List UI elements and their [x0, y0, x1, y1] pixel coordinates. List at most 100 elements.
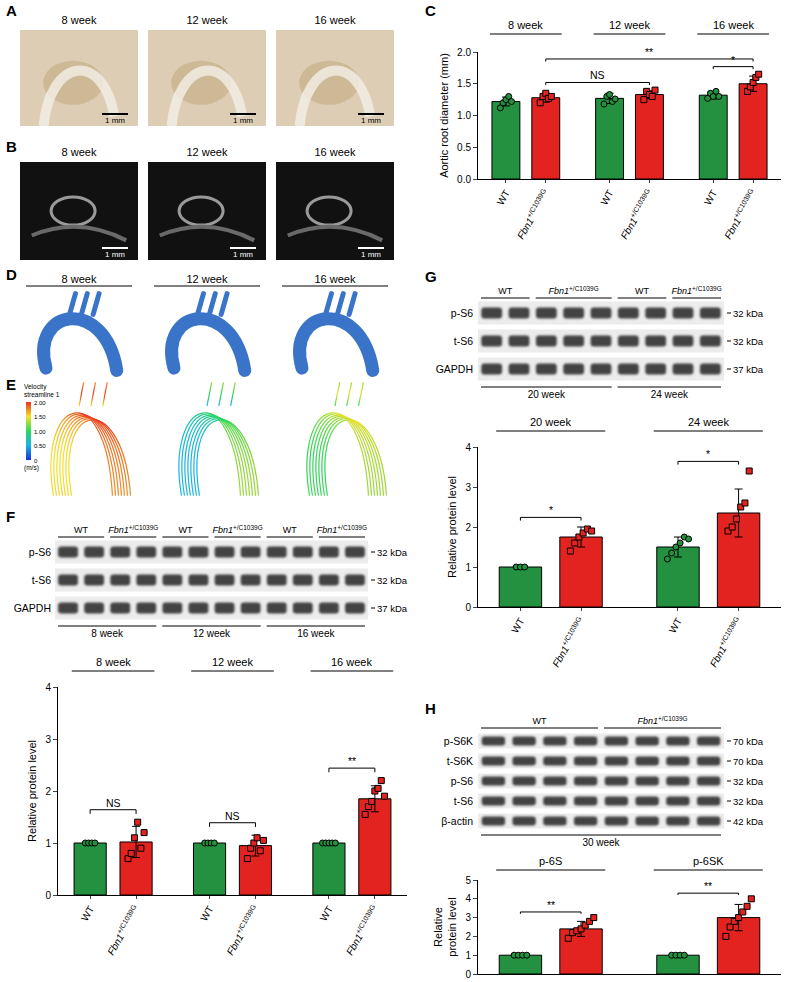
svg-text:24 week: 24 week: [688, 416, 729, 428]
svg-text:1.50: 1.50: [34, 414, 46, 420]
svg-text:1.00: 1.00: [34, 429, 46, 435]
svg-text:3: 3: [465, 482, 471, 493]
svg-text:Fbn1​+/C1039G​: Fbn1​+/C1039G​: [549, 615, 587, 669]
svg-text:0.50: 0.50: [34, 443, 46, 449]
svg-text:*: *: [549, 504, 553, 516]
svg-text:0: 0: [45, 890, 51, 901]
svg-text:Velocity: Velocity: [24, 383, 47, 391]
svg-text:12 week: 12 week: [609, 19, 650, 31]
svg-text:NS: NS: [106, 797, 121, 809]
svg-text:β-actin: β-actin: [441, 815, 473, 827]
svg-text:WT: WT: [198, 904, 215, 923]
svg-text:WT: WT: [283, 525, 297, 535]
svg-text:1 mm: 1 mm: [361, 116, 381, 125]
svg-text:t-S6: t-S6: [32, 574, 51, 586]
svg-text:70 kDa: 70 kDa: [733, 736, 764, 747]
svg-text:3: 3: [45, 734, 51, 745]
svg-text:A: A: [6, 2, 17, 19]
svg-text:Fbn1+/C1039G: Fbn1+/C1039G: [212, 524, 262, 535]
svg-text:8 week: 8 week: [508, 19, 543, 31]
svg-text:8 week: 8 week: [62, 273, 97, 285]
svg-text:16 week: 16 week: [713, 19, 754, 31]
svg-text:1: 1: [465, 562, 471, 573]
svg-text:8 week: 8 week: [96, 656, 131, 668]
svg-text:WT: WT: [533, 716, 547, 726]
svg-text:WT: WT: [667, 616, 684, 635]
svg-text:16 week: 16 week: [297, 628, 335, 639]
svg-text:Fbn1​+/C1039G​: Fbn1​+/C1039G​: [707, 615, 745, 669]
svg-text:WT: WT: [318, 904, 335, 923]
svg-text:1 mm: 1 mm: [105, 250, 125, 259]
svg-text:1: 1: [45, 838, 51, 849]
svg-text:Fbn1​+/C1039G​: Fbn1​+/C1039G​: [721, 187, 759, 241]
svg-text:Fbn1+/C1039G: Fbn1+/C1039G: [672, 285, 722, 296]
svg-text:2: 2: [45, 786, 51, 797]
svg-text:4: 4: [465, 893, 471, 904]
svg-text:20 week: 20 week: [528, 389, 566, 400]
svg-text:1 mm: 1 mm: [233, 116, 253, 125]
svg-text:1: 1: [465, 950, 471, 961]
svg-text:1 mm: 1 mm: [105, 116, 125, 125]
svg-text:Relative protein level: Relative protein level: [446, 476, 458, 578]
svg-text:1 mm: 1 mm: [233, 250, 253, 259]
svg-text:Fbn1+/C1039G: Fbn1+/C1039G: [637, 715, 687, 726]
svg-text:GAPDH: GAPDH: [14, 602, 51, 614]
svg-text:*: *: [731, 54, 735, 66]
svg-text:20 week: 20 week: [530, 416, 571, 428]
svg-text:Relative protein level: Relative protein level: [26, 740, 38, 842]
svg-text:12 week: 12 week: [212, 656, 253, 668]
svg-text:p-6SK: p-6SK: [693, 855, 724, 867]
svg-text:D: D: [6, 266, 17, 283]
svg-text:16 week: 16 week: [315, 146, 356, 158]
svg-text:0: 0: [465, 969, 471, 980]
svg-text:p-S6K: p-S6K: [444, 735, 473, 747]
svg-text:**: **: [547, 899, 555, 911]
svg-text:12 week: 12 week: [187, 146, 228, 158]
svg-text:2.00: 2.00: [34, 400, 46, 406]
svg-text:37 kDa: 37 kDa: [733, 364, 764, 375]
svg-text:Fbn1+/C1039G: Fbn1+/C1039G: [549, 285, 599, 296]
svg-text:8 week: 8 week: [62, 14, 97, 26]
svg-text:WT: WT: [178, 525, 192, 535]
svg-text:Aortic root diameter (mm): Aortic root diameter (mm): [438, 53, 450, 178]
svg-text:32 kDa: 32 kDa: [733, 336, 764, 347]
svg-text:1.0: 1.0: [457, 110, 471, 121]
svg-text:(m/s): (m/s): [24, 464, 39, 472]
svg-text:42 kDa: 42 kDa: [733, 816, 764, 827]
svg-text:Fbn1​+/C1039G​: Fbn1​+/C1039G​: [343, 903, 381, 957]
svg-text:0.5: 0.5: [457, 142, 471, 153]
svg-text:5: 5: [465, 875, 471, 886]
svg-text:p-6S: p-6S: [539, 855, 562, 867]
svg-text:32 kDa: 32 kDa: [733, 796, 764, 807]
svg-text:0: 0: [465, 602, 471, 613]
svg-text:**: **: [704, 880, 712, 892]
svg-text:32 kDa: 32 kDa: [733, 776, 764, 787]
svg-text:WT: WT: [74, 525, 88, 535]
svg-text:16 week: 16 week: [331, 656, 372, 668]
svg-text:WT: WT: [498, 286, 512, 296]
svg-text:WT: WT: [598, 188, 615, 207]
svg-text:**: **: [348, 755, 356, 767]
svg-text:8 week: 8 week: [91, 628, 124, 639]
svg-text:t-S6K: t-S6K: [447, 755, 473, 767]
svg-text:Fbn1+/C1039G: Fbn1+/C1039G: [317, 524, 367, 535]
svg-text:G: G: [425, 268, 437, 285]
svg-text:WT: WT: [509, 616, 526, 635]
svg-text:30 week: 30 week: [582, 837, 620, 848]
svg-text:1.5: 1.5: [457, 78, 471, 89]
svg-text:2: 2: [465, 931, 471, 942]
svg-text:WT: WT: [635, 286, 649, 296]
svg-text:NS: NS: [590, 69, 605, 81]
svg-text:C: C: [425, 2, 436, 19]
svg-text:NS: NS: [225, 810, 240, 822]
svg-text:37 kDa: 37 kDa: [377, 603, 408, 614]
svg-text:WT: WT: [79, 904, 96, 923]
svg-text:WT: WT: [702, 188, 719, 207]
svg-text:0.0: 0.0: [457, 174, 471, 185]
svg-text:0: 0: [34, 458, 38, 464]
svg-text:12 week: 12 week: [193, 628, 231, 639]
svg-text:24 week: 24 week: [651, 389, 689, 400]
svg-text:GAPDH: GAPDH: [436, 363, 473, 375]
svg-text:t-S6: t-S6: [454, 335, 473, 347]
svg-text:p-S6: p-S6: [451, 307, 473, 319]
